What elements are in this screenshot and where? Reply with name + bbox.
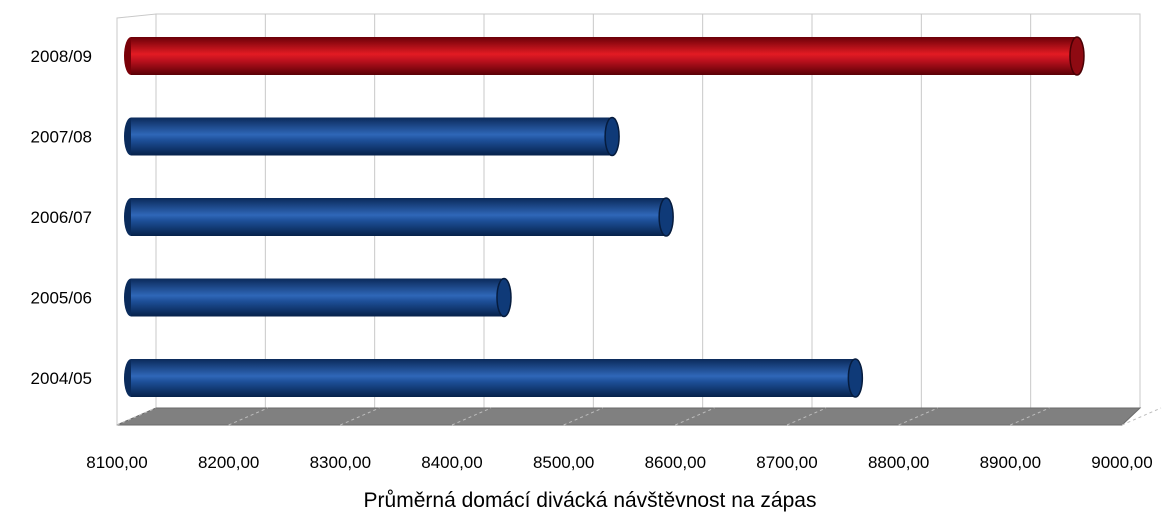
x-tick-label: 8700,00 xyxy=(756,453,817,472)
floor-gridline xyxy=(340,407,380,426)
x-tick-label: 8900,00 xyxy=(980,453,1041,472)
bar-end-cap xyxy=(604,116,620,157)
floor-gridline xyxy=(116,407,157,426)
bar-end-cap xyxy=(847,358,864,398)
bar-2005-06 xyxy=(124,277,512,318)
bar-body xyxy=(131,198,667,236)
bar-2007-08 xyxy=(124,116,620,157)
chart-floor xyxy=(116,407,1142,426)
bar-end-cap xyxy=(658,197,674,237)
bar-end-cap xyxy=(496,277,512,318)
x-tick-label: 8100,00 xyxy=(86,453,147,472)
y-tick-label: 2004/05 xyxy=(31,369,92,388)
x-tick-label: 8300,00 xyxy=(310,453,371,472)
x-axis-title: Průměrná domácí divácká návštěvnost na z… xyxy=(364,489,817,512)
y-tick-label: 2005/06 xyxy=(31,289,92,308)
x-tick-label: 8200,00 xyxy=(198,453,259,472)
floor-gridline xyxy=(228,407,268,426)
bar-end-cap xyxy=(1069,36,1085,76)
y-tick-label: 2007/08 xyxy=(31,128,92,147)
floor-gridline xyxy=(1121,407,1162,426)
bar-2004-05 xyxy=(124,358,864,398)
floor-gridline xyxy=(786,407,827,426)
bar-body xyxy=(131,37,1077,75)
floor-gridline xyxy=(898,407,938,426)
bar-body xyxy=(131,117,613,156)
x-tick-label: 8400,00 xyxy=(421,453,482,472)
floor-gridline xyxy=(451,407,492,426)
x-tick-label: 8800,00 xyxy=(868,453,929,472)
floor-gridline xyxy=(675,407,715,426)
bar-2006-07 xyxy=(124,197,674,237)
floor-gridline xyxy=(563,407,603,426)
x-tick-label: 9000,00 xyxy=(1091,453,1152,472)
y-tick-label: 2006/07 xyxy=(31,208,92,227)
bar-2008-09 xyxy=(124,36,1085,76)
bar-body xyxy=(131,278,504,317)
bar-body xyxy=(131,359,856,397)
x-tick-label: 8600,00 xyxy=(645,453,706,472)
y-tick-label: 2008/09 xyxy=(31,47,92,66)
x-tick-label: 8500,00 xyxy=(533,453,594,472)
floor-gridline xyxy=(1010,407,1050,426)
